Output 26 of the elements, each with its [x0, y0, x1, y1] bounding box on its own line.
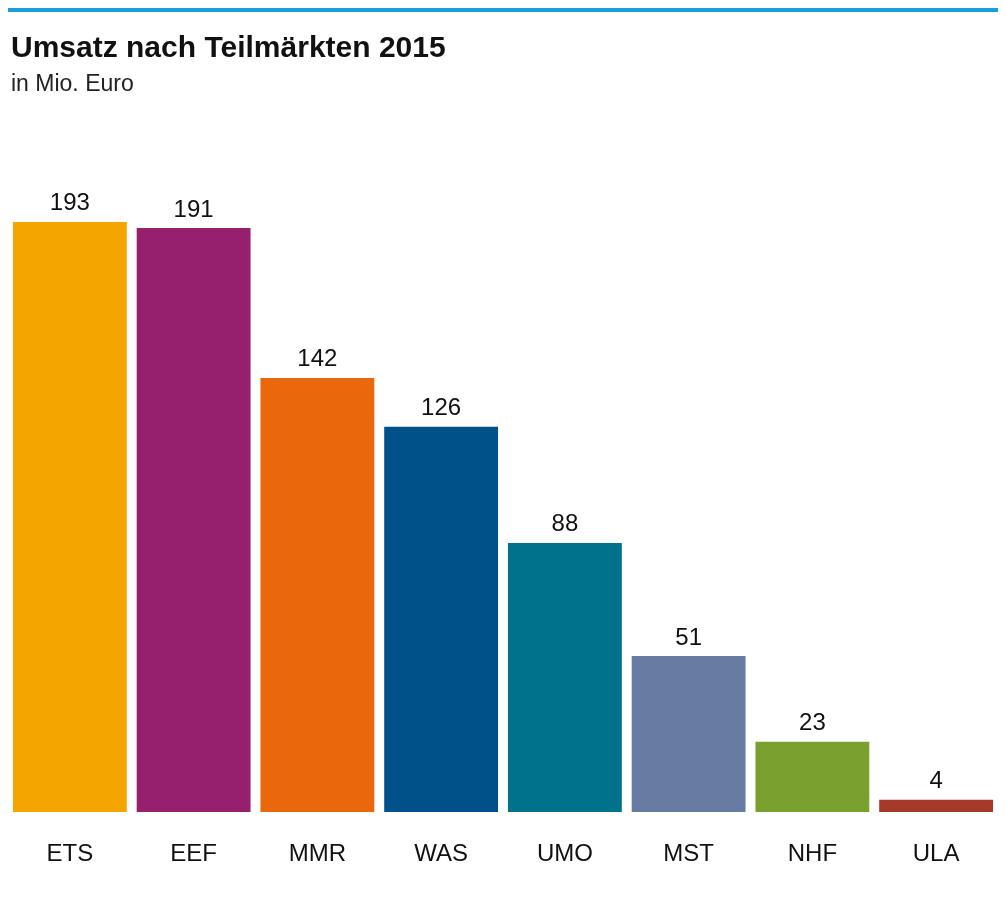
data-label: 126: [421, 393, 462, 421]
data-label: 4: [929, 766, 943, 794]
x-tick-label: UMO: [536, 838, 593, 866]
data-label: 88: [551, 509, 579, 537]
x-tick-label: WAS: [414, 838, 469, 866]
bar: [260, 377, 375, 812]
bar: [384, 426, 499, 812]
bar: [755, 741, 870, 812]
bar: [12, 221, 127, 812]
bar: [136, 228, 251, 812]
data-label: 142: [297, 344, 338, 372]
data-label: 193: [49, 188, 90, 216]
chart-title: Umsatz nach Teilmärkten 2015: [11, 29, 446, 63]
x-tick-label: NHF: [787, 838, 838, 866]
x-tick-label: ETS: [46, 838, 94, 866]
data-label: 23: [799, 708, 826, 736]
x-tick-label: MMR: [288, 838, 347, 866]
x-tick-label: ULA: [912, 838, 960, 866]
bar: [631, 656, 746, 812]
bar: [879, 799, 994, 812]
bar: [507, 542, 622, 812]
data-label: 191: [173, 194, 214, 222]
x-tick-label: EEF: [170, 838, 217, 866]
x-tick-label: MST: [663, 838, 715, 866]
chart-subtitle: in Mio. Euro: [11, 69, 134, 96]
data-label: 51: [675, 622, 702, 650]
